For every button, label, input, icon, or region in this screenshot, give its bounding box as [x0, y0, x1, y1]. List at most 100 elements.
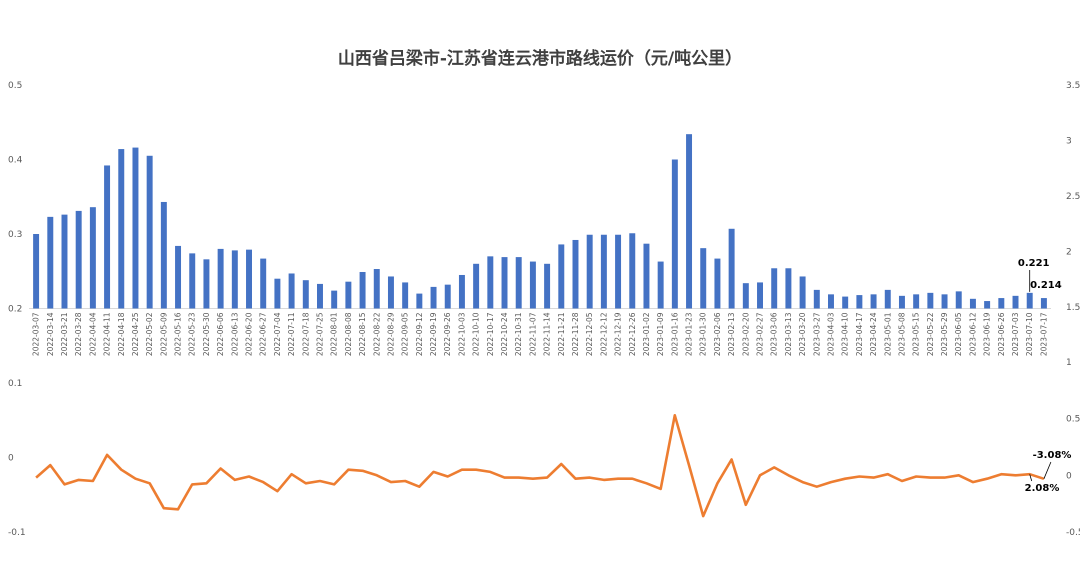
x-tick-label: 2023-06-05 — [954, 312, 963, 356]
bar — [615, 234, 622, 309]
bar — [842, 296, 849, 309]
bar — [160, 201, 167, 309]
x-tick-label: 2023-03-27 — [812, 312, 821, 356]
x-tick-label: 2022-10-24 — [500, 312, 509, 356]
bar — [785, 268, 792, 309]
x-tick-label: 2022-10-31 — [514, 312, 523, 356]
x-tick-label: 2023-01-16 — [670, 312, 679, 356]
x-tick-label: 2023-02-06 — [713, 312, 722, 356]
bar — [118, 149, 125, 309]
bar — [544, 263, 551, 309]
x-tick-label: 2022-03-14 — [46, 312, 55, 356]
line-path — [35, 413, 1045, 518]
bar — [487, 256, 494, 309]
x-tick-label: 2023-03-06 — [770, 312, 779, 356]
x-tick-label: 2023-06-12 — [968, 312, 977, 356]
right-tick-label: 2.5 — [1066, 192, 1080, 202]
x-tick-label: 2023-05-15 — [912, 312, 921, 356]
x-tick-label: 2022-10-17 — [486, 312, 495, 356]
bar — [771, 268, 778, 309]
x-tick-label: 2023-04-10 — [841, 312, 850, 356]
bar — [1040, 298, 1047, 309]
bar — [1026, 292, 1033, 309]
x-tick-label: 2022-12-12 — [599, 312, 608, 356]
bar — [927, 292, 934, 309]
x-tick-label: 2022-11-28 — [571, 312, 580, 356]
right-axis: 3.5 3 2.5 2 1.5 1 0.5 0 -0.5 — [1066, 81, 1080, 538]
bar — [501, 257, 508, 309]
line-label-last: -3.08% — [1033, 450, 1072, 461]
x-tick-label: 2023-07-03 — [1011, 312, 1020, 356]
right-tick-label: 0 — [1066, 471, 1072, 481]
x-tick-label: 2022-07-18 — [301, 312, 310, 356]
x-tick-label: 2022-06-27 — [259, 312, 268, 356]
x-tick-label: 2023-01-23 — [685, 312, 694, 356]
x-tick-label: 2023-01-02 — [642, 312, 651, 356]
left-tick-label: -0.1 — [8, 528, 26, 538]
x-tick-label: 2022-08-29 — [386, 312, 395, 356]
x-tick-label: 2022-08-01 — [330, 312, 339, 356]
bar — [288, 273, 295, 309]
bar — [359, 271, 366, 309]
x-tick-label: 2022-04-04 — [88, 312, 97, 356]
line-series — [35, 413, 1045, 518]
bar — [246, 249, 252, 309]
x-tick-label: 2023-02-13 — [727, 312, 736, 356]
bar — [317, 283, 323, 309]
x-tick-label: 2022-09-19 — [429, 312, 438, 356]
bar — [132, 147, 139, 309]
x-tick-label: 2022-12-05 — [585, 312, 594, 356]
bar — [515, 257, 522, 309]
bar — [969, 298, 976, 309]
bar — [600, 234, 607, 309]
annotations: 0.221 0.214 -3.08% 2.08% — [1018, 258, 1072, 494]
bar — [799, 276, 806, 309]
x-tick-label: 2023-02-20 — [741, 312, 750, 356]
x-tick-label: 2022-12-19 — [614, 312, 623, 356]
bar — [217, 248, 224, 309]
x-tick-label: 2022-05-02 — [145, 312, 154, 356]
bar — [984, 301, 991, 309]
x-tick-label: 2023-04-03 — [826, 312, 835, 356]
x-tick-label: 2022-10-03 — [457, 312, 466, 356]
x-tick-label: 2023-01-09 — [656, 312, 665, 356]
bar — [387, 276, 394, 309]
x-tick-label: 2023-03-20 — [798, 312, 807, 356]
x-tick-label: 2022-04-25 — [131, 312, 140, 356]
x-tick-label: 2022-03-07 — [32, 312, 41, 356]
x-tick-label: 2023-05-08 — [897, 312, 906, 356]
left-tick-label: 0.1 — [8, 379, 22, 389]
bar — [898, 295, 905, 309]
x-tick-label: 2022-09-26 — [443, 312, 452, 356]
bar — [458, 274, 465, 309]
x-tick-label: 2022-10-10 — [472, 312, 481, 356]
bar — [345, 281, 352, 309]
bar-series — [33, 134, 1047, 309]
x-tick-label: 2022-07-25 — [315, 312, 324, 356]
bar — [175, 245, 182, 309]
bar — [473, 263, 480, 309]
bar — [728, 228, 735, 309]
x-tick-label: 2022-03-28 — [74, 312, 83, 356]
x-tick-label: 2022-03-21 — [60, 312, 69, 356]
x-tick-label: 2022-07-04 — [273, 312, 282, 356]
x-tick-label: 2023-04-24 — [869, 312, 878, 356]
bar — [558, 244, 565, 309]
x-tick-label: 2022-06-20 — [245, 312, 254, 356]
x-tick-label: 2022-12-26 — [628, 312, 637, 356]
bar — [828, 294, 834, 309]
bar — [1012, 295, 1019, 309]
bar — [870, 294, 877, 309]
bar — [302, 280, 309, 309]
x-tick-label: 2023-01-30 — [699, 312, 708, 356]
x-tick-label: 2023-03-13 — [784, 312, 793, 356]
bar — [714, 258, 721, 309]
bar — [430, 286, 437, 309]
left-axis: 0.5 0.4 0.3 0.2 0.1 0 -0.1 — [8, 81, 26, 538]
bar — [373, 269, 380, 309]
bar — [104, 165, 111, 309]
bar — [75, 210, 82, 309]
bar — [813, 289, 820, 309]
x-tick-label: 2023-05-22 — [926, 312, 935, 356]
